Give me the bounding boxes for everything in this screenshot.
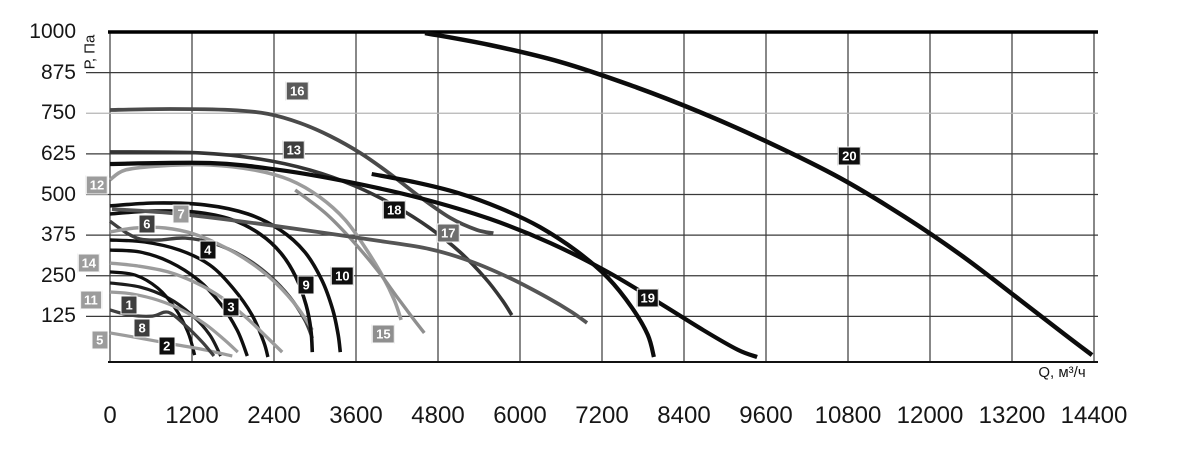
x-tick-label-0: 0 (103, 402, 117, 429)
curve-badge-8: 8 (133, 318, 151, 338)
curve-badge-11: 11 (79, 290, 102, 310)
y-tick-label-125: 125 (40, 304, 76, 328)
curve-19 (109, 160, 758, 359)
curve-badge-20: 20 (838, 146, 861, 166)
curve-14 (109, 261, 284, 354)
curve-badge-12: 12 (85, 175, 109, 195)
curve-3 (109, 248, 249, 357)
curve-15 (294, 188, 426, 334)
curve-badge-14: 14 (77, 253, 101, 273)
curve-badge-16: 16 (285, 81, 309, 101)
y-tick-label-625: 625 (40, 141, 76, 165)
curve-badge-6: 6 (138, 214, 156, 234)
curve-badge-17: 17 (437, 223, 460, 243)
curve-badge-19: 19 (636, 288, 660, 308)
y-tick-label-500: 500 (40, 182, 76, 206)
x-tick-label-1200: 1200 (165, 402, 219, 429)
x-tick-label-9600: 9600 (739, 402, 793, 429)
x-tick-label-13200: 13200 (978, 402, 1046, 429)
x-tick-label-12000: 12000 (896, 402, 964, 429)
curve-10 (109, 201, 343, 353)
x-tick-label-7200: 7200 (575, 402, 629, 429)
x-tick-label-6000: 6000 (493, 402, 547, 429)
curve-4 (109, 238, 270, 358)
x-tick-label-3600: 3600 (329, 402, 383, 429)
x-tick-label-2400: 2400 (247, 402, 301, 429)
y-axis-title: Р, Па (81, 34, 99, 70)
curve-badge-7: 7 (172, 204, 190, 224)
curve-2 (109, 270, 197, 356)
curve-badge-1: 1 (120, 295, 138, 315)
curve-badge-3: 3 (222, 297, 240, 317)
curve-18 (371, 171, 656, 358)
y-tick-label-250: 250 (40, 263, 76, 287)
x-tick-label-8400: 8400 (657, 402, 711, 429)
x-axis-title: Q, м³/ч (1038, 364, 1086, 381)
curve-badge-4: 4 (199, 240, 217, 260)
curve-badge-9: 9 (297, 275, 315, 295)
y-tick-label-750: 750 (40, 101, 76, 125)
y-tick-label-375: 375 (40, 223, 76, 247)
curve-11 (109, 290, 239, 354)
x-tick-label-4800: 4800 (411, 402, 465, 429)
curve-16 (109, 107, 494, 236)
y-tick-label-875: 875 (40, 60, 76, 84)
y-tick-label-1000: 1000 (29, 20, 76, 43)
curve-badge-15: 15 (372, 324, 395, 344)
x-tick-label-10800: 10800 (814, 402, 882, 429)
curve-20 (424, 30, 1094, 357)
curve-badge-2: 2 (158, 336, 176, 356)
curve-badge-5: 5 (91, 330, 109, 350)
curve-badge-13: 13 (282, 140, 306, 160)
curve-8 (109, 308, 216, 358)
curve-1 (109, 281, 223, 357)
x-tick-label-14400: 14400 (1060, 402, 1128, 429)
curve-badge-10: 10 (331, 266, 354, 286)
curve-17 (111, 207, 589, 325)
curve-badge-18: 18 (383, 200, 406, 220)
